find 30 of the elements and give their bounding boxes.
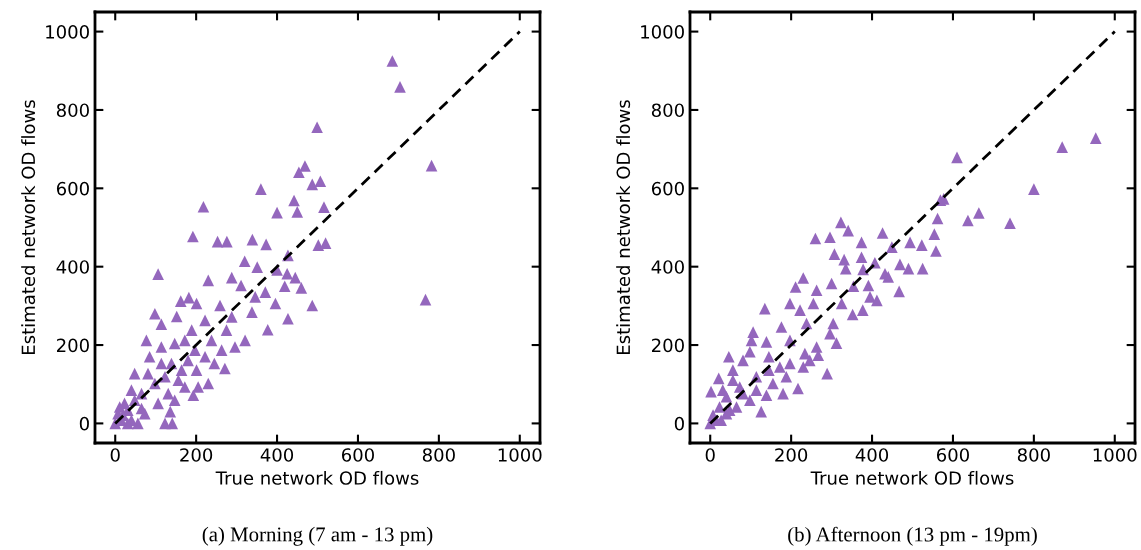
y-tick-label: 1000 [46,25,89,39]
x-axis-title: True network OD flows [215,470,419,485]
y-tick-label: 400 [56,260,89,274]
y-tick-label: 0 [674,416,684,431]
y-tick-label: 800 [651,103,684,118]
x-tick-label: 600 [936,448,969,462]
x-tick-label: 0 [705,448,715,462]
y-tick-label: 200 [57,338,89,353]
x-axis-title: True network OD flows [810,470,1014,485]
x-tick-label: 800 [422,448,455,462]
y-axis-title: Estimated network OD flows [21,100,36,354]
y-tick-label: 200 [652,338,684,353]
x-tick-label: 400 [855,448,889,462]
x-tick-label: 800 [1017,448,1050,462]
x-tick-label: 200 [775,448,808,462]
x-tick-label: 1000 [1093,448,1137,462]
y-tick-label: 400 [651,260,684,274]
y-tick-label: 600 [651,181,684,196]
y-tick-label: 0 [79,416,89,431]
text: (b) Afternoon (13 pm - 19pm) [788,526,1037,546]
x-tick-label: 400 [260,448,294,462]
x-tick-label: 0 [110,448,120,462]
x-tick-label: 1000 [498,448,542,462]
x-tick-label: 200 [180,448,213,462]
text: (a) Morning (7 am - 13 pm) [202,526,433,546]
x-tick-label: 600 [341,448,374,462]
y-axis-title: Estimated network OD flows [616,100,631,354]
y-tick-label: 1000 [641,25,684,39]
y-tick-label: 800 [56,103,89,118]
y-tick-label: 600 [56,181,89,196]
